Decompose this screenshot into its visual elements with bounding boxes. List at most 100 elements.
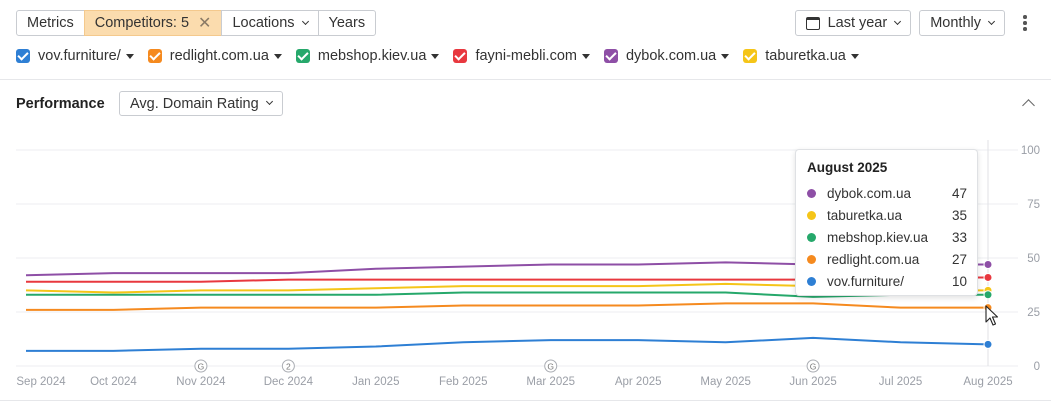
annotation-marker-icon: [806, 359, 820, 373]
divider: [0, 79, 1051, 80]
competitors-label: Competitors: 5: [94, 15, 190, 31]
tooltip-series-value: 47: [951, 185, 967, 201]
tooltip-series-value: 10: [951, 273, 967, 289]
annotation-label: 2: [286, 362, 291, 372]
legend-item[interactable]: taburetka.ua: [743, 48, 859, 64]
series-line: [26, 291, 988, 298]
competitors-tab[interactable]: Competitors: 5 ✕: [83, 10, 223, 36]
metrics-tab[interactable]: Metrics: [16, 10, 85, 36]
collapse-icon[interactable]: [1022, 99, 1035, 112]
legend-label: dybok.com.ua: [625, 48, 717, 64]
caret-down-icon[interactable]: [581, 53, 590, 59]
checkbox-icon[interactable]: [147, 49, 162, 63]
tooltip-series-name: taburetka.ua: [827, 207, 903, 223]
chevron-down-icon: [894, 17, 902, 25]
date-controls: Last year Monthly: [787, 10, 1035, 36]
x-tick-label: Mar 2025: [526, 376, 575, 388]
tooltip-row: mebshop.kiev.ua 33: [807, 226, 967, 248]
x-tick-label: Sep 2024: [16, 376, 66, 388]
years-tab[interactable]: Years: [317, 10, 377, 36]
more-options-icon[interactable]: [1015, 10, 1035, 36]
tooltip-row: dybok.com.ua 47: [807, 182, 967, 204]
series-end-point: [983, 259, 993, 269]
series-dot-icon: [807, 210, 816, 220]
checkbox-icon[interactable]: [16, 49, 30, 63]
tooltip-series-value: 35: [951, 207, 967, 223]
series-end-point: [983, 290, 993, 300]
locations-label: Locations: [232, 15, 295, 31]
legend-item[interactable]: redlight.com.ua: [147, 48, 282, 64]
filter-toolbar: Metrics Competitors: 5 ✕ Locations Years: [16, 10, 377, 36]
chart-tooltip: August 2025 dybok.com.ua 47 taburetka.ua 35…: [795, 149, 978, 296]
metrics-label: Metrics: [27, 15, 74, 31]
caret-down-icon[interactable]: [850, 53, 859, 59]
years-label: Years: [328, 15, 366, 31]
legend-item[interactable]: mebshop.kiev.ua: [295, 48, 440, 64]
tooltip-series-name: dybok.com.ua: [827, 185, 912, 201]
series-legend: vov.furniture/redlight.com.ua mebshop.kie…: [16, 48, 873, 64]
tooltip-series-value: 33: [951, 229, 967, 245]
granularity-dropdown[interactable]: Monthly: [919, 10, 1005, 36]
checkbox-icon[interactable]: [743, 49, 758, 63]
series-dot-icon: [807, 232, 816, 242]
annotation-marker-icon: [281, 359, 295, 373]
calendar-icon: [805, 16, 820, 30]
close-icon[interactable]: ✕: [198, 15, 212, 32]
tooltip-series-name: mebshop.kiev.ua: [827, 229, 929, 245]
checkbox-icon[interactable]: [603, 49, 618, 63]
cursor-icon: [985, 305, 999, 326]
series-end-point: [983, 272, 993, 282]
x-tick-label: Apr 2025: [615, 376, 662, 388]
chevron-down-icon: [301, 17, 309, 25]
series-end-point: [983, 339, 993, 349]
legend-label: fayni-mebli.com: [475, 48, 577, 64]
caret-down-icon[interactable]: [273, 53, 282, 59]
chevron-down-icon: [987, 17, 996, 25]
legend-item[interactable]: vov.furniture/: [16, 48, 134, 64]
x-tick-label: May 2025: [700, 376, 751, 388]
caret-down-icon[interactable]: [721, 53, 730, 59]
annotation-label: G: [547, 362, 554, 372]
legend-label: redlight.com.ua: [169, 48, 269, 64]
annotation-label: G: [810, 362, 817, 372]
y-tick-label: 0: [1034, 361, 1040, 373]
legend-label: vov.furniture/: [38, 48, 121, 64]
x-tick-label: Aug 2025: [963, 376, 1012, 388]
x-tick-label: Jan 2025: [352, 376, 399, 388]
checkbox-icon[interactable]: [295, 49, 310, 63]
legend-label: taburetka.ua: [765, 48, 846, 64]
period-label: Last year: [827, 15, 888, 31]
series-line: [26, 336, 989, 352]
locations-dropdown[interactable]: Locations: [221, 10, 319, 36]
tooltip-row: redlight.com.ua 27: [807, 248, 967, 270]
tooltip-series-name: vov.furniture/: [827, 273, 905, 289]
series-dot-icon: [807, 254, 816, 264]
y-tick-label: 75: [1027, 199, 1040, 211]
metric-dropdown[interactable]: Avg. Domain Rating: [119, 91, 283, 116]
x-tick-label: Oct 2024: [90, 376, 137, 388]
x-tick-label: Jun 2025: [789, 376, 836, 388]
tooltip-row: taburetka.ua 35: [807, 204, 967, 226]
x-tick-label: Dec 2024: [264, 376, 314, 388]
caret-down-icon[interactable]: [125, 53, 134, 59]
legend-label: mebshop.kiev.ua: [317, 48, 427, 64]
checkbox-icon[interactable]: [453, 49, 468, 63]
annotation-label: G: [198, 362, 205, 372]
legend-item[interactable]: fayni-mebli.com: [453, 48, 590, 64]
x-tick-label: Nov 2024: [176, 376, 226, 388]
period-dropdown[interactable]: Last year: [794, 10, 912, 36]
panel-title: Performance: [16, 96, 105, 112]
legend-item[interactable]: dybok.com.ua: [603, 48, 730, 64]
tooltip-series-name: redlight.com.ua: [827, 251, 920, 267]
x-tick-label: Jul 2025: [879, 376, 922, 388]
metric-label: Avg. Domain Rating: [130, 95, 259, 112]
caret-down-icon[interactable]: [431, 53, 440, 59]
chevron-down-icon: [265, 97, 273, 106]
y-tick-label: 100: [1021, 145, 1040, 157]
tooltip-title: August 2025: [807, 160, 888, 175]
tooltip-row: vov.furniture/10: [807, 270, 967, 292]
series-dot-icon: [807, 276, 816, 286]
series-line: [26, 302, 988, 311]
y-tick-label: 50: [1027, 253, 1040, 265]
x-tick-label: Feb 2025: [439, 376, 488, 388]
